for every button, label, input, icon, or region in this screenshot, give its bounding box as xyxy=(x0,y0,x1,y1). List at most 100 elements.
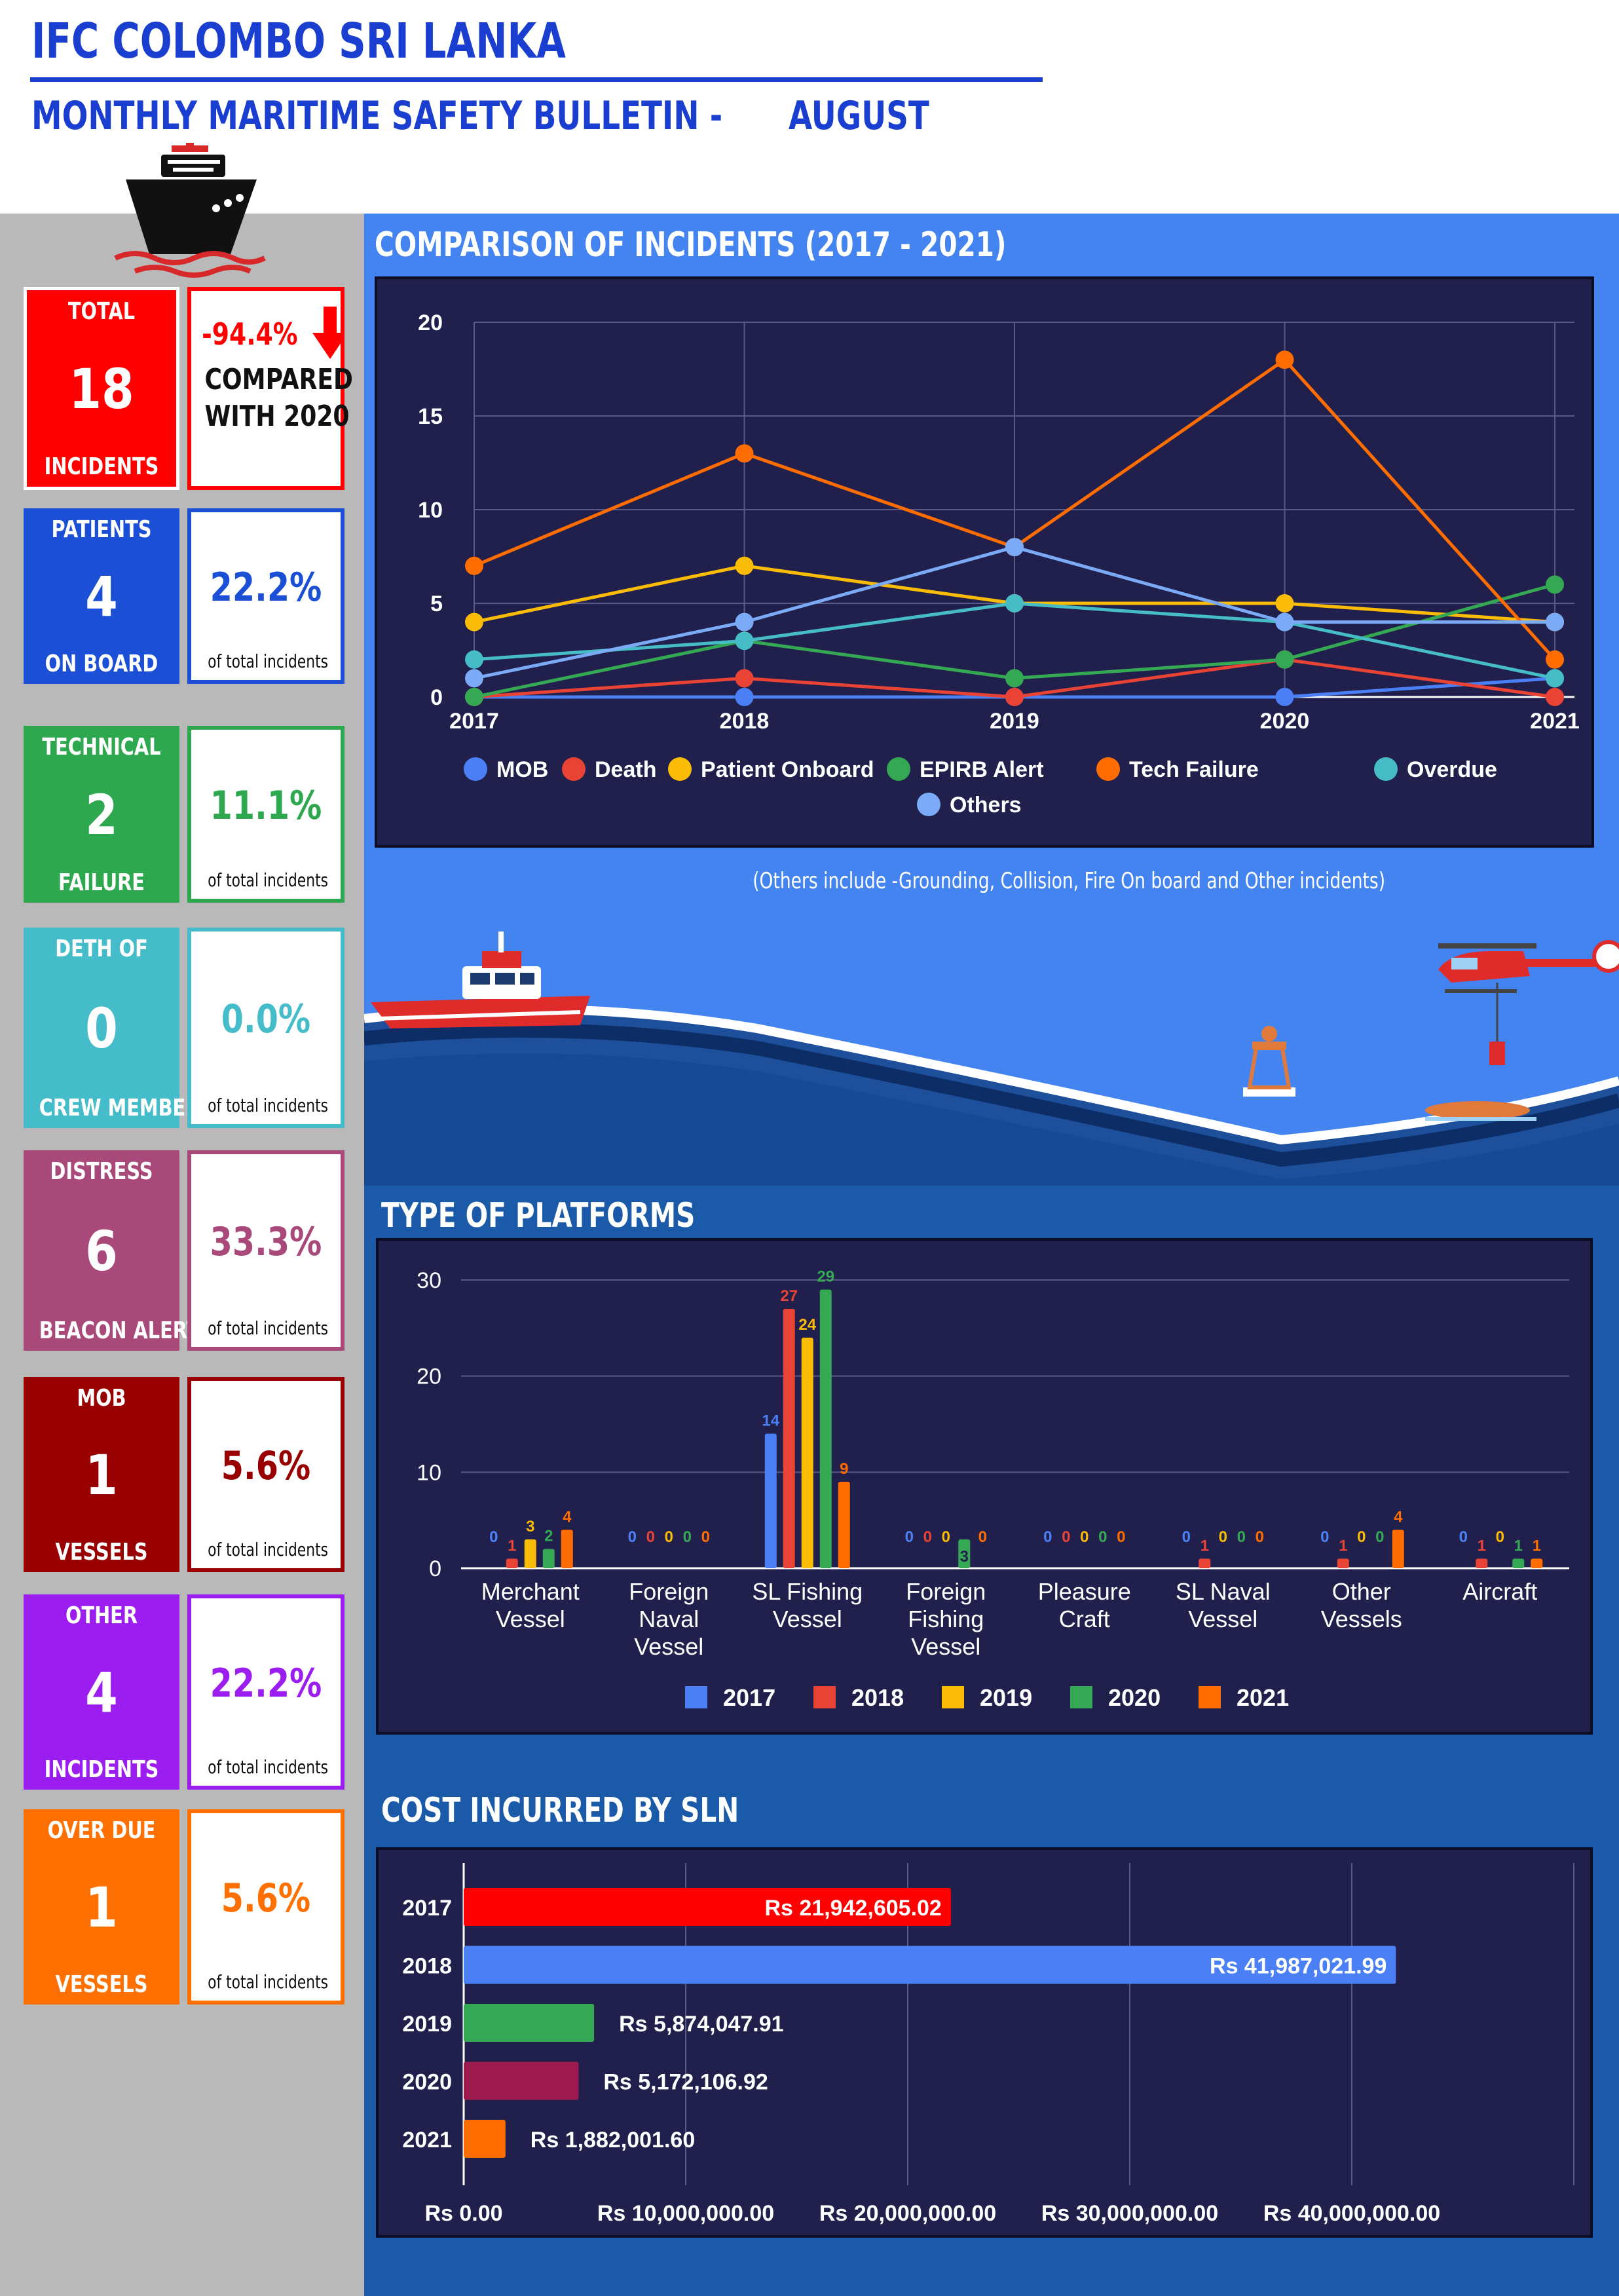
legend-label: Overdue xyxy=(1407,757,1497,782)
page-subtitle: MONTHLY MARITIME SAFETY BULLETIN - xyxy=(31,93,723,139)
legend-marker xyxy=(562,757,586,781)
cost-bar xyxy=(464,2061,579,2100)
bar xyxy=(1476,1558,1488,1568)
data-point xyxy=(1546,575,1564,594)
kpi-label: PATIENTS xyxy=(51,516,152,543)
cost-bar-chart: Rs 0.00 Rs 10,000,000.00 Rs 20,000,000.00 R… xyxy=(402,1863,1574,2226)
kpi-caption: of total incidents xyxy=(208,1317,329,1339)
bar xyxy=(1512,1558,1525,1568)
bar-value-label: 0 xyxy=(905,1528,914,1546)
sea-illustration xyxy=(364,932,1619,1186)
kpi-sublabel: INCIDENTS xyxy=(44,453,159,480)
data-point xyxy=(465,556,483,575)
bar xyxy=(542,1549,555,1568)
platforms-chart-frame: 0 10 20 30 0 1 3 2 4 Merchant Vessel 0 0 0 0 0 Foreign Na… xyxy=(376,1238,1593,1735)
bar-value-label: 0 xyxy=(646,1528,655,1546)
legend-marker xyxy=(887,757,910,781)
y-tick-label: 5 xyxy=(430,592,443,616)
legend-marker xyxy=(942,1686,964,1708)
bar-value-label: 1 xyxy=(1200,1537,1209,1554)
data-point xyxy=(1546,650,1564,669)
data-point xyxy=(1275,612,1294,631)
kpi-percent: -94.4% xyxy=(202,316,298,352)
data-point xyxy=(735,688,754,706)
platforms-chart-title: TYPE OF PLATFORMS xyxy=(381,1196,696,1235)
kpi-percent: 5.6% xyxy=(221,1443,311,1489)
bulletin-month: AUGUST xyxy=(789,93,929,139)
legend-label: 2020 xyxy=(1108,1684,1161,1711)
kpi-percent-card: -94.4% COMPARED WITH 2020 xyxy=(187,287,354,490)
x-tick-label: Vessel xyxy=(1188,1606,1257,1632)
y-tick-label: 10 xyxy=(417,1460,441,1485)
x-tick-label: Aircraft xyxy=(1462,1578,1537,1605)
bar-value-label: 1 xyxy=(1533,1537,1541,1554)
kpi-card: MOB 1 VESSELS xyxy=(24,1377,179,1572)
bar-value-label: 0 xyxy=(489,1528,498,1546)
data-point xyxy=(1546,688,1564,706)
bar xyxy=(506,1558,518,1568)
bar xyxy=(1392,1530,1404,1568)
kpi-label: DISTRESS xyxy=(50,1158,153,1185)
kpi-percent-card: 22.2% of total incidents xyxy=(187,508,344,684)
bar-value-label: 0 xyxy=(1375,1528,1384,1546)
bar-value-label: 3 xyxy=(960,1548,969,1566)
bar-value-label: 0 xyxy=(923,1528,932,1546)
x-tick-label: Naval xyxy=(639,1606,699,1632)
kpi-label: DETH OF xyxy=(55,935,148,962)
bar-value-label: 9 xyxy=(840,1460,848,1478)
legend-marker xyxy=(1374,757,1398,781)
kpi-label: MOB xyxy=(77,1385,126,1412)
data-point xyxy=(735,444,754,463)
legend-label: Death xyxy=(595,757,656,782)
y-tick-label: 0 xyxy=(430,685,443,710)
kpi-label: TOTAL xyxy=(67,298,136,325)
kpi-value: 4 xyxy=(85,1661,118,1725)
kpi-caption: of total incidents xyxy=(208,869,329,891)
kpi-compare-caption: WITH 2020 xyxy=(204,400,350,433)
bar-value-label: 0 xyxy=(683,1528,692,1546)
kpi-percent: 33.3% xyxy=(210,1219,322,1265)
title-underline xyxy=(30,77,1043,82)
y-tick-label: 2019 xyxy=(402,2012,452,2037)
legend-marker xyxy=(668,757,692,781)
legend-label: Others xyxy=(950,793,1022,818)
y-tick-label: 15 xyxy=(418,404,443,429)
kpi-sublabel: BEACON ALERT xyxy=(39,1317,200,1344)
bar xyxy=(819,1289,832,1568)
bar-value-label: 0 xyxy=(1062,1528,1070,1546)
bar-value-label: 0 xyxy=(1357,1528,1366,1546)
bar-value-label: 0 xyxy=(1098,1528,1107,1546)
data-point xyxy=(1005,688,1024,706)
bar-value-label: Rs 41,987,021.99 xyxy=(1210,1954,1386,1979)
cost-bar xyxy=(464,2004,595,2042)
x-tick-label: 2018 xyxy=(720,709,770,734)
x-tick-label: 2019 xyxy=(990,709,1039,734)
bar-value-label: 1 xyxy=(1339,1537,1347,1554)
bar-value-label: 0 xyxy=(978,1528,987,1546)
bar xyxy=(1199,1558,1211,1568)
bar-value-label: 1 xyxy=(508,1537,516,1554)
y-tick-label: 2017 xyxy=(402,1896,452,1921)
bar-value-label: 0 xyxy=(1182,1528,1191,1546)
bar-value-label: 0 xyxy=(628,1528,637,1546)
x-tick-label: Foreign xyxy=(906,1578,986,1605)
kpi-card: DISTRESS 6 BEACON ALERT xyxy=(24,1150,200,1351)
legend-label: 2017 xyxy=(723,1684,775,1711)
data-point xyxy=(1275,350,1294,369)
data-point xyxy=(1275,688,1294,706)
life-raft-icon xyxy=(1425,1101,1536,1121)
x-tick-label: Vessel xyxy=(496,1606,565,1632)
bar xyxy=(958,1539,971,1568)
y-tick-label: 20 xyxy=(417,1364,441,1389)
kpi-percent-card: 33.3% of total incidents xyxy=(187,1150,344,1351)
bar-value-label: 0 xyxy=(665,1528,673,1546)
x-tick-label: Vessel xyxy=(773,1606,842,1632)
kpi-percent-card: 22.2% of total incidents xyxy=(187,1594,344,1790)
legend-label: Tech Failure xyxy=(1129,757,1259,782)
kpi-compare-caption: COMPARED xyxy=(204,363,354,396)
data-point xyxy=(465,669,483,688)
bar-value-label: 2 xyxy=(544,1528,553,1545)
x-tick-label: Rs 10,000,000.00 xyxy=(597,2201,774,2226)
bar-value-label: 1 xyxy=(1478,1537,1486,1554)
